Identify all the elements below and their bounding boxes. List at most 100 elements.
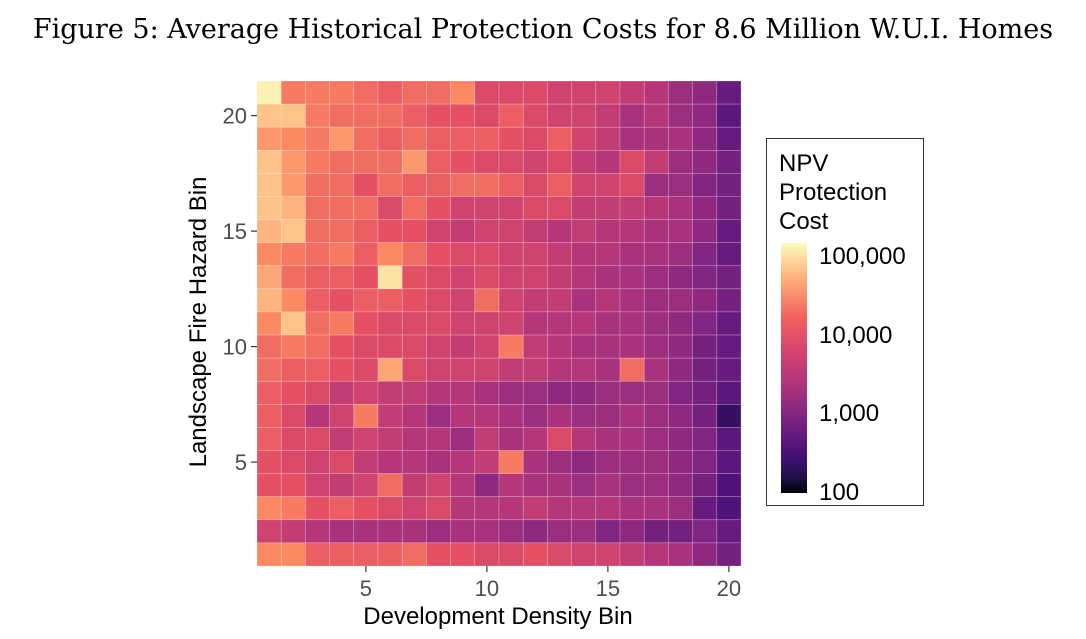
heatmap-cell [305, 380, 330, 405]
heatmap-cell [716, 219, 742, 243]
heatmap-cell [329, 496, 355, 521]
heatmap-cell [547, 357, 572, 382]
heatmap-cell [377, 357, 403, 382]
heatmap-cell [619, 496, 645, 521]
heatmap-cell [716, 173, 742, 197]
heatmap-cell [498, 149, 524, 174]
heatmap-cell [426, 311, 451, 336]
heatmap-cell [668, 80, 693, 105]
heatmap-cell [668, 404, 693, 428]
y-tick-label: 5 [235, 450, 247, 475]
heatmap-cell [305, 519, 330, 544]
heatmap-cell [426, 380, 451, 405]
heatmap-cell [280, 242, 306, 267]
heatmap-cell [256, 311, 282, 336]
heatmap-cell [256, 496, 282, 521]
legend-tick-mark [807, 414, 813, 416]
heatmap-cell [595, 149, 621, 174]
heatmap-cell [377, 404, 403, 428]
heatmap-cell [353, 242, 379, 267]
heatmap-cell [668, 450, 693, 474]
heatmap-cell [450, 242, 476, 267]
heatmap-cell [595, 103, 621, 128]
heatmap-cell [377, 103, 403, 128]
heatmap-cell [716, 380, 742, 405]
heatmap-cell [401, 380, 427, 405]
heatmap-cell [571, 427, 597, 451]
heatmap-cell [498, 427, 524, 451]
legend-label: 1,000 [819, 400, 880, 428]
heatmap-cell [377, 311, 403, 336]
heatmap-cell [450, 196, 476, 220]
heatmap-cell [522, 242, 548, 267]
heatmap-cell [498, 219, 524, 243]
heatmap-cell [353, 149, 379, 174]
heatmap-cell [305, 103, 330, 128]
heatmap-cell [547, 149, 572, 174]
heatmap-cell [716, 196, 742, 220]
heatmap-cell [498, 196, 524, 220]
heatmap-cell [329, 334, 355, 359]
color-legend: NPV Protection Cost 100,000 10,000 1,000 10… [766, 138, 924, 506]
heatmap-cell [668, 519, 693, 544]
heatmap-cell [329, 219, 355, 243]
heatmap-cell [595, 496, 621, 521]
figure-title: Figure 5: Average Historical Protection … [32, 14, 1054, 45]
heatmap-cell [474, 80, 500, 105]
x-tick-label: 5 [360, 576, 372, 601]
heatmap-cell [498, 288, 524, 313]
x-axis-title: Development Density Bin [363, 603, 632, 630]
heatmap-cell [692, 404, 718, 428]
chart-axes: 5 10 15 20 5 10 15 20 [223, 104, 742, 601]
heatmap-cell [522, 334, 548, 359]
heatmap-cell [256, 288, 282, 313]
heatmap-cell [619, 404, 645, 428]
heatmap-cell [571, 149, 597, 174]
heatmap-cell [692, 288, 718, 313]
heatmap-cell [716, 427, 742, 451]
heatmap-cell [401, 496, 427, 521]
heatmap-cell [716, 126, 742, 151]
heatmap-cell [377, 519, 403, 544]
heatmap-cell [450, 265, 476, 290]
heatmap-cell [692, 496, 718, 521]
heatmap-cell [498, 103, 524, 128]
heatmap-cell [426, 219, 451, 243]
heatmap-cell [256, 542, 282, 567]
heatmap-cell [571, 450, 597, 474]
heatmap-cell [643, 126, 669, 151]
heatmap-cell [256, 219, 282, 243]
heatmap-cell [668, 149, 693, 174]
heatmap-cell [474, 219, 500, 243]
heatmap-cell [571, 519, 597, 544]
heatmap-cell [571, 126, 597, 151]
heatmap-cell [668, 357, 693, 382]
heatmap-cell [595, 519, 621, 544]
heatmap-cell [401, 288, 427, 313]
heatmap-cell [474, 450, 500, 474]
heatmap-cell [426, 242, 451, 267]
heatmap-cell [619, 149, 645, 174]
heatmap-cell [498, 334, 524, 359]
legend-label: 10,000 [819, 321, 893, 349]
heatmap-cell [426, 173, 451, 197]
heatmap-cell [401, 80, 427, 105]
heatmap-cell [280, 80, 306, 105]
x-tick-label: 15 [596, 576, 620, 601]
heatmap-cell [498, 80, 524, 105]
heatmap-cell [280, 219, 306, 243]
heatmap-cell [692, 473, 718, 498]
heatmap-cell [643, 357, 669, 382]
heatmap-cell [401, 542, 427, 567]
heatmap-cell [329, 380, 355, 405]
heatmap-cell [668, 242, 693, 267]
heatmap-cell [401, 334, 427, 359]
y-tick-label: 10 [223, 335, 247, 360]
heatmap-cell [256, 149, 282, 174]
heatmap-cell [547, 80, 572, 105]
heatmap-cell [692, 380, 718, 405]
heatmap-cell [619, 334, 645, 359]
heatmap-cell [643, 473, 669, 498]
heatmap-cell [401, 473, 427, 498]
heatmap-cell [474, 173, 500, 197]
